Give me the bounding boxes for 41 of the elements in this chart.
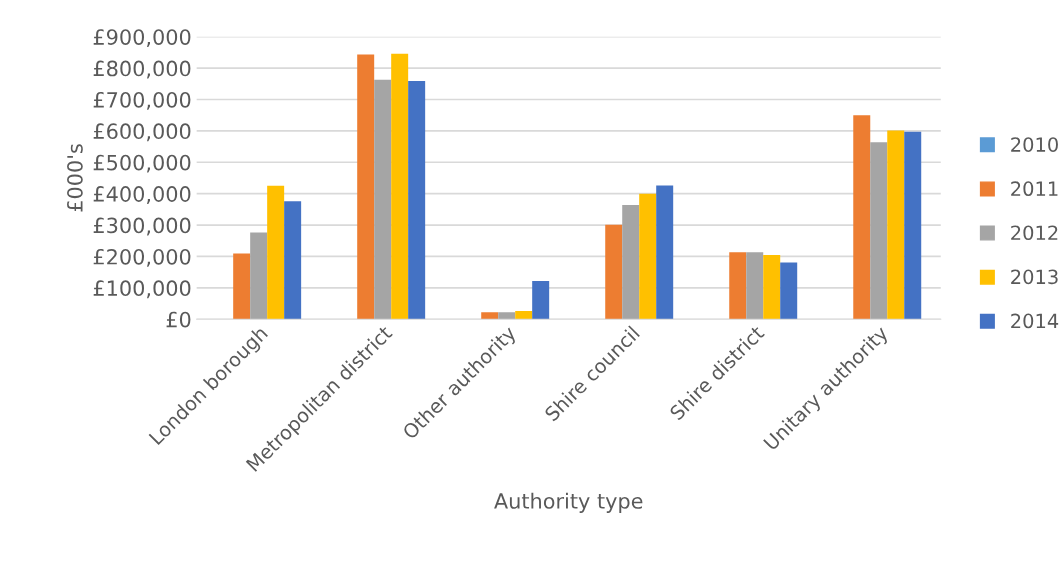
legend-label: 2010 bbox=[1011, 137, 1058, 152]
bar bbox=[605, 224, 623, 320]
y-tick-label: £100,000 bbox=[93, 280, 191, 299]
bar bbox=[391, 53, 409, 320]
legend-label: 2012 bbox=[1011, 225, 1058, 241]
bar bbox=[357, 54, 375, 320]
y-tick-label: £0 bbox=[166, 311, 191, 328]
y-axis-title: £000's bbox=[67, 144, 83, 212]
legend-label: 2014 bbox=[1011, 313, 1059, 329]
bar bbox=[408, 80, 426, 320]
bar bbox=[904, 131, 922, 320]
bar bbox=[780, 262, 798, 320]
y-tick-label: £400,000 bbox=[93, 186, 191, 205]
y-tick-label: £800,000 bbox=[93, 60, 191, 79]
x-axis-title: Authority type bbox=[494, 492, 643, 513]
bar bbox=[729, 252, 747, 320]
bar bbox=[250, 232, 268, 320]
y-tick-label: £600,000 bbox=[93, 123, 191, 142]
y-tick-label: £900,000 bbox=[93, 29, 191, 48]
y-tick-label: £300,000 bbox=[93, 217, 191, 236]
y-tick-label: £200,000 bbox=[93, 248, 191, 267]
bar bbox=[284, 201, 302, 320]
bar bbox=[267, 185, 285, 320]
bar bbox=[639, 193, 657, 320]
bar bbox=[622, 204, 640, 320]
bar bbox=[515, 311, 533, 320]
bar bbox=[656, 185, 674, 320]
bar bbox=[887, 130, 905, 320]
y-tick-label: £700,000 bbox=[93, 91, 191, 110]
bar bbox=[374, 79, 392, 320]
bar bbox=[481, 312, 499, 320]
bar bbox=[532, 280, 550, 320]
bar bbox=[233, 253, 251, 320]
bar bbox=[498, 312, 516, 320]
y-tick-label: £500,000 bbox=[93, 154, 191, 173]
bar bbox=[746, 252, 764, 320]
bar bbox=[763, 254, 781, 320]
legend-label: 2013 bbox=[1011, 269, 1058, 285]
bar bbox=[853, 115, 871, 320]
legend-label: 2011 bbox=[1011, 181, 1058, 197]
bar bbox=[870, 142, 888, 320]
